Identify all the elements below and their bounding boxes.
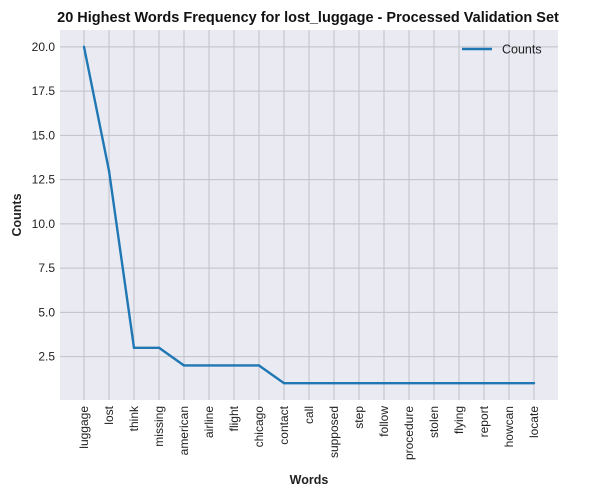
x-tick-label: lost — [102, 405, 116, 424]
data-point — [182, 364, 186, 367]
x-tick-label: supposed — [327, 406, 341, 458]
data-point — [132, 346, 136, 349]
data-point — [482, 381, 486, 385]
series-layer — [82, 45, 536, 385]
x-tick-label: luggage — [77, 406, 91, 449]
y-tick-label: 5.0 — [38, 305, 55, 319]
data-point — [532, 381, 536, 385]
y-tick-label: 7.5 — [38, 261, 55, 275]
x-tick-label: locate — [527, 406, 541, 438]
data-point — [432, 381, 436, 385]
data-point — [457, 381, 461, 385]
legend-label: Counts — [502, 43, 542, 57]
x-tick-label: follow — [377, 406, 391, 437]
y-tick-label: 10.0 — [32, 217, 56, 231]
x-tick-label: report — [477, 405, 491, 437]
x-tick-label: stolen — [427, 406, 441, 438]
x-tick-label: howcan — [502, 406, 516, 447]
legend: Counts — [462, 43, 542, 57]
data-point — [307, 381, 311, 385]
x-tick-label: flying — [452, 406, 466, 434]
grid — [60, 30, 558, 400]
y-tick-label: 12.5 — [32, 173, 56, 187]
data-point — [282, 381, 286, 385]
x-tick-label: missing — [152, 406, 166, 447]
x-tick-label: step — [352, 406, 366, 429]
x-tick-label: contact — [277, 405, 291, 444]
x-tick-label: think — [127, 405, 141, 431]
data-point — [407, 381, 411, 385]
data-point — [357, 381, 361, 385]
data-point — [332, 381, 336, 385]
data-point — [507, 381, 511, 385]
data-point — [257, 364, 261, 367]
x-tick-label: flight — [227, 405, 241, 431]
y-axis-label: Counts — [10, 193, 24, 236]
x-tick-label: procedure — [402, 406, 416, 460]
x-tick-label: chicago — [252, 406, 266, 448]
data-point — [382, 381, 386, 385]
x-tick-label: airline — [202, 406, 216, 438]
data-point — [157, 346, 161, 349]
y-tick-label: 2.5 — [38, 350, 55, 364]
y-tick-label: 17.5 — [32, 84, 56, 98]
y-tick-label: 15.0 — [32, 128, 56, 142]
chart-title: 20 Highest Words Frequency for lost_lugg… — [57, 10, 559, 26]
y-tick-label: 20.0 — [32, 40, 56, 54]
x-tick-label: american — [177, 406, 191, 455]
data-point — [107, 169, 111, 172]
y-axis: 2.5 5.0 7.5 10.0 12.5 15.0 17.5 20.0 — [32, 40, 56, 364]
x-axis: luggage lost think missing american airline fl… — [77, 405, 541, 460]
data-point — [232, 364, 236, 367]
data-point — [207, 364, 211, 367]
data-point — [82, 45, 86, 49]
x-axis-label: Words — [290, 473, 329, 487]
x-tick-label: call — [302, 406, 316, 424]
